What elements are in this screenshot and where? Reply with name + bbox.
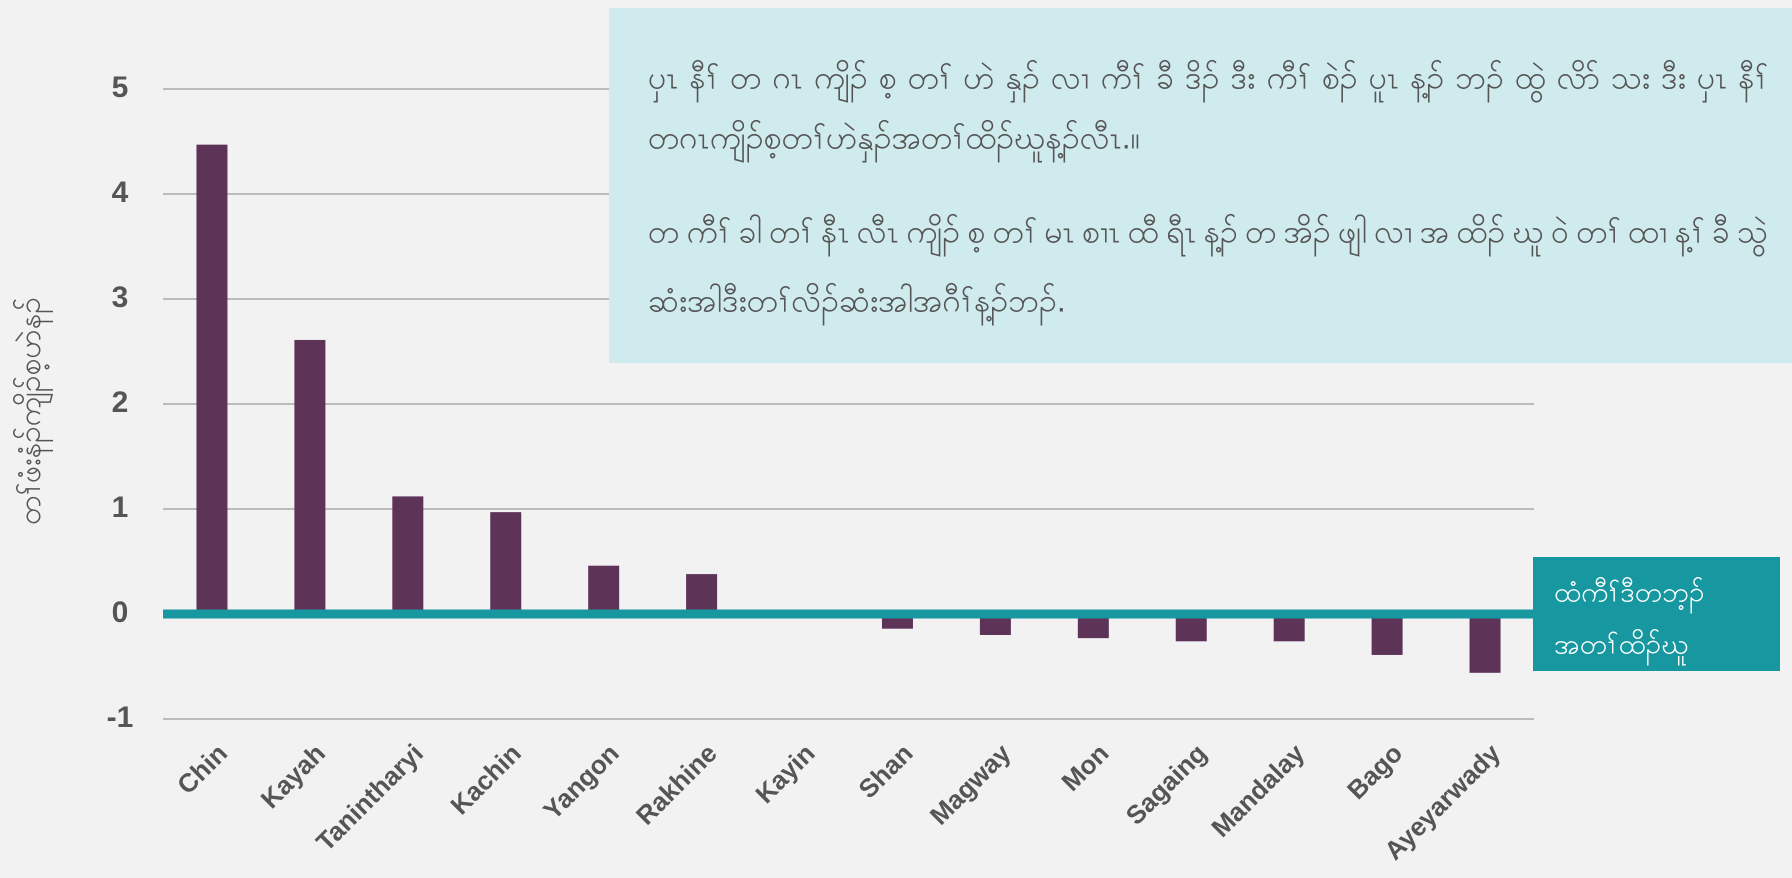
y-tick-label: 3 bbox=[112, 281, 129, 314]
bar bbox=[1371, 614, 1403, 655]
bar bbox=[294, 339, 326, 614]
bar bbox=[392, 496, 424, 614]
annotation-text: တကီၢ်ခါတၢ်နီၤလီၤကျိၣ်စ့တၢ်မၤစၢၤထီရီၤန့ၣ်… bbox=[648, 213, 1768, 256]
y-tick-label: 0 bbox=[112, 596, 129, 629]
bar bbox=[196, 144, 228, 614]
y-tick-label: 2 bbox=[112, 386, 129, 419]
reference-label-box bbox=[1533, 557, 1780, 671]
bar bbox=[1469, 614, 1501, 673]
bar bbox=[1175, 614, 1207, 642]
y-tick-label: 1 bbox=[112, 491, 129, 524]
y-tick-label: 5 bbox=[112, 71, 129, 104]
bar bbox=[686, 574, 718, 614]
annotation-text: တဂၤကျိၣ်စ့တၢ်ဟဲနှၣ်အတၢ်ထိၣ်ဃူန့ၣ်လီၤ.။ bbox=[648, 119, 1140, 162]
y-tick-label: -1 bbox=[107, 701, 134, 734]
annotation-text: ဆံးအါဒီးတၢ်လိၣ်ဆံးအါအဂီၢ်န့ၣ်ဘၣ်. bbox=[648, 282, 1066, 325]
bar bbox=[588, 565, 620, 614]
bar bbox=[979, 614, 1011, 635]
bar bbox=[490, 512, 522, 614]
annotation-box bbox=[609, 8, 1792, 363]
bar bbox=[1273, 614, 1305, 642]
annotation-text: ပှၤနီၢ်တဂၤကျိၣ်စ့တၢ်ဟဲနှၣ်လၢကီၢ်ခီဒိၣ်ဒီ… bbox=[648, 59, 1768, 102]
y-tick-label: 4 bbox=[112, 176, 129, 209]
